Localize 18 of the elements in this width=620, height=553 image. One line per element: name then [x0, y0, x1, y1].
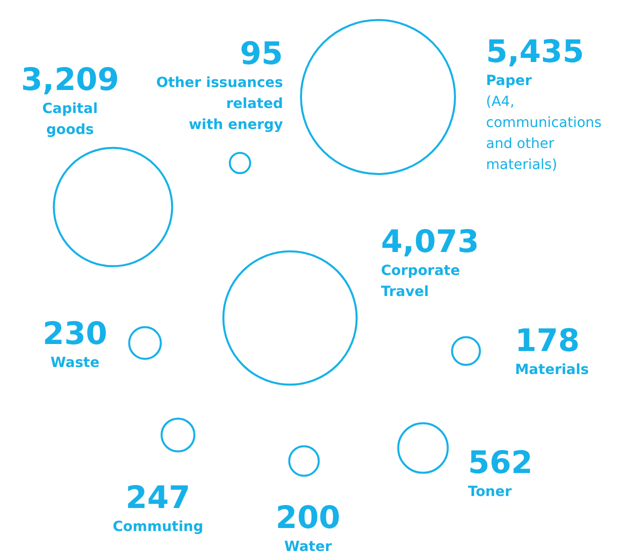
category-label: Paper (A4, communications and other materials)	[486, 73, 602, 173]
category-label: Capital goods	[42, 101, 98, 138]
data-label: 562	[468, 445, 533, 481]
category-label: Other issuances related with energy	[156, 75, 283, 133]
category-label: Commuting	[112, 519, 204, 535]
category-label: Materials	[515, 362, 589, 378]
category-label: Toner	[468, 484, 512, 500]
data-label: 200	[276, 500, 340, 536]
data-label: 178	[515, 323, 580, 359]
data-label: 3,209	[20, 62, 120, 98]
data-label: 247	[126, 480, 190, 516]
category-label: Water	[284, 539, 332, 553]
data-label: 95	[240, 36, 283, 72]
data-label: 4,073	[381, 224, 480, 260]
data-label: 5,435	[486, 34, 584, 70]
data-label: 230	[42, 316, 108, 352]
category-label: Waste	[50, 355, 100, 371]
category-label: Corporate Travel	[381, 263, 460, 300]
